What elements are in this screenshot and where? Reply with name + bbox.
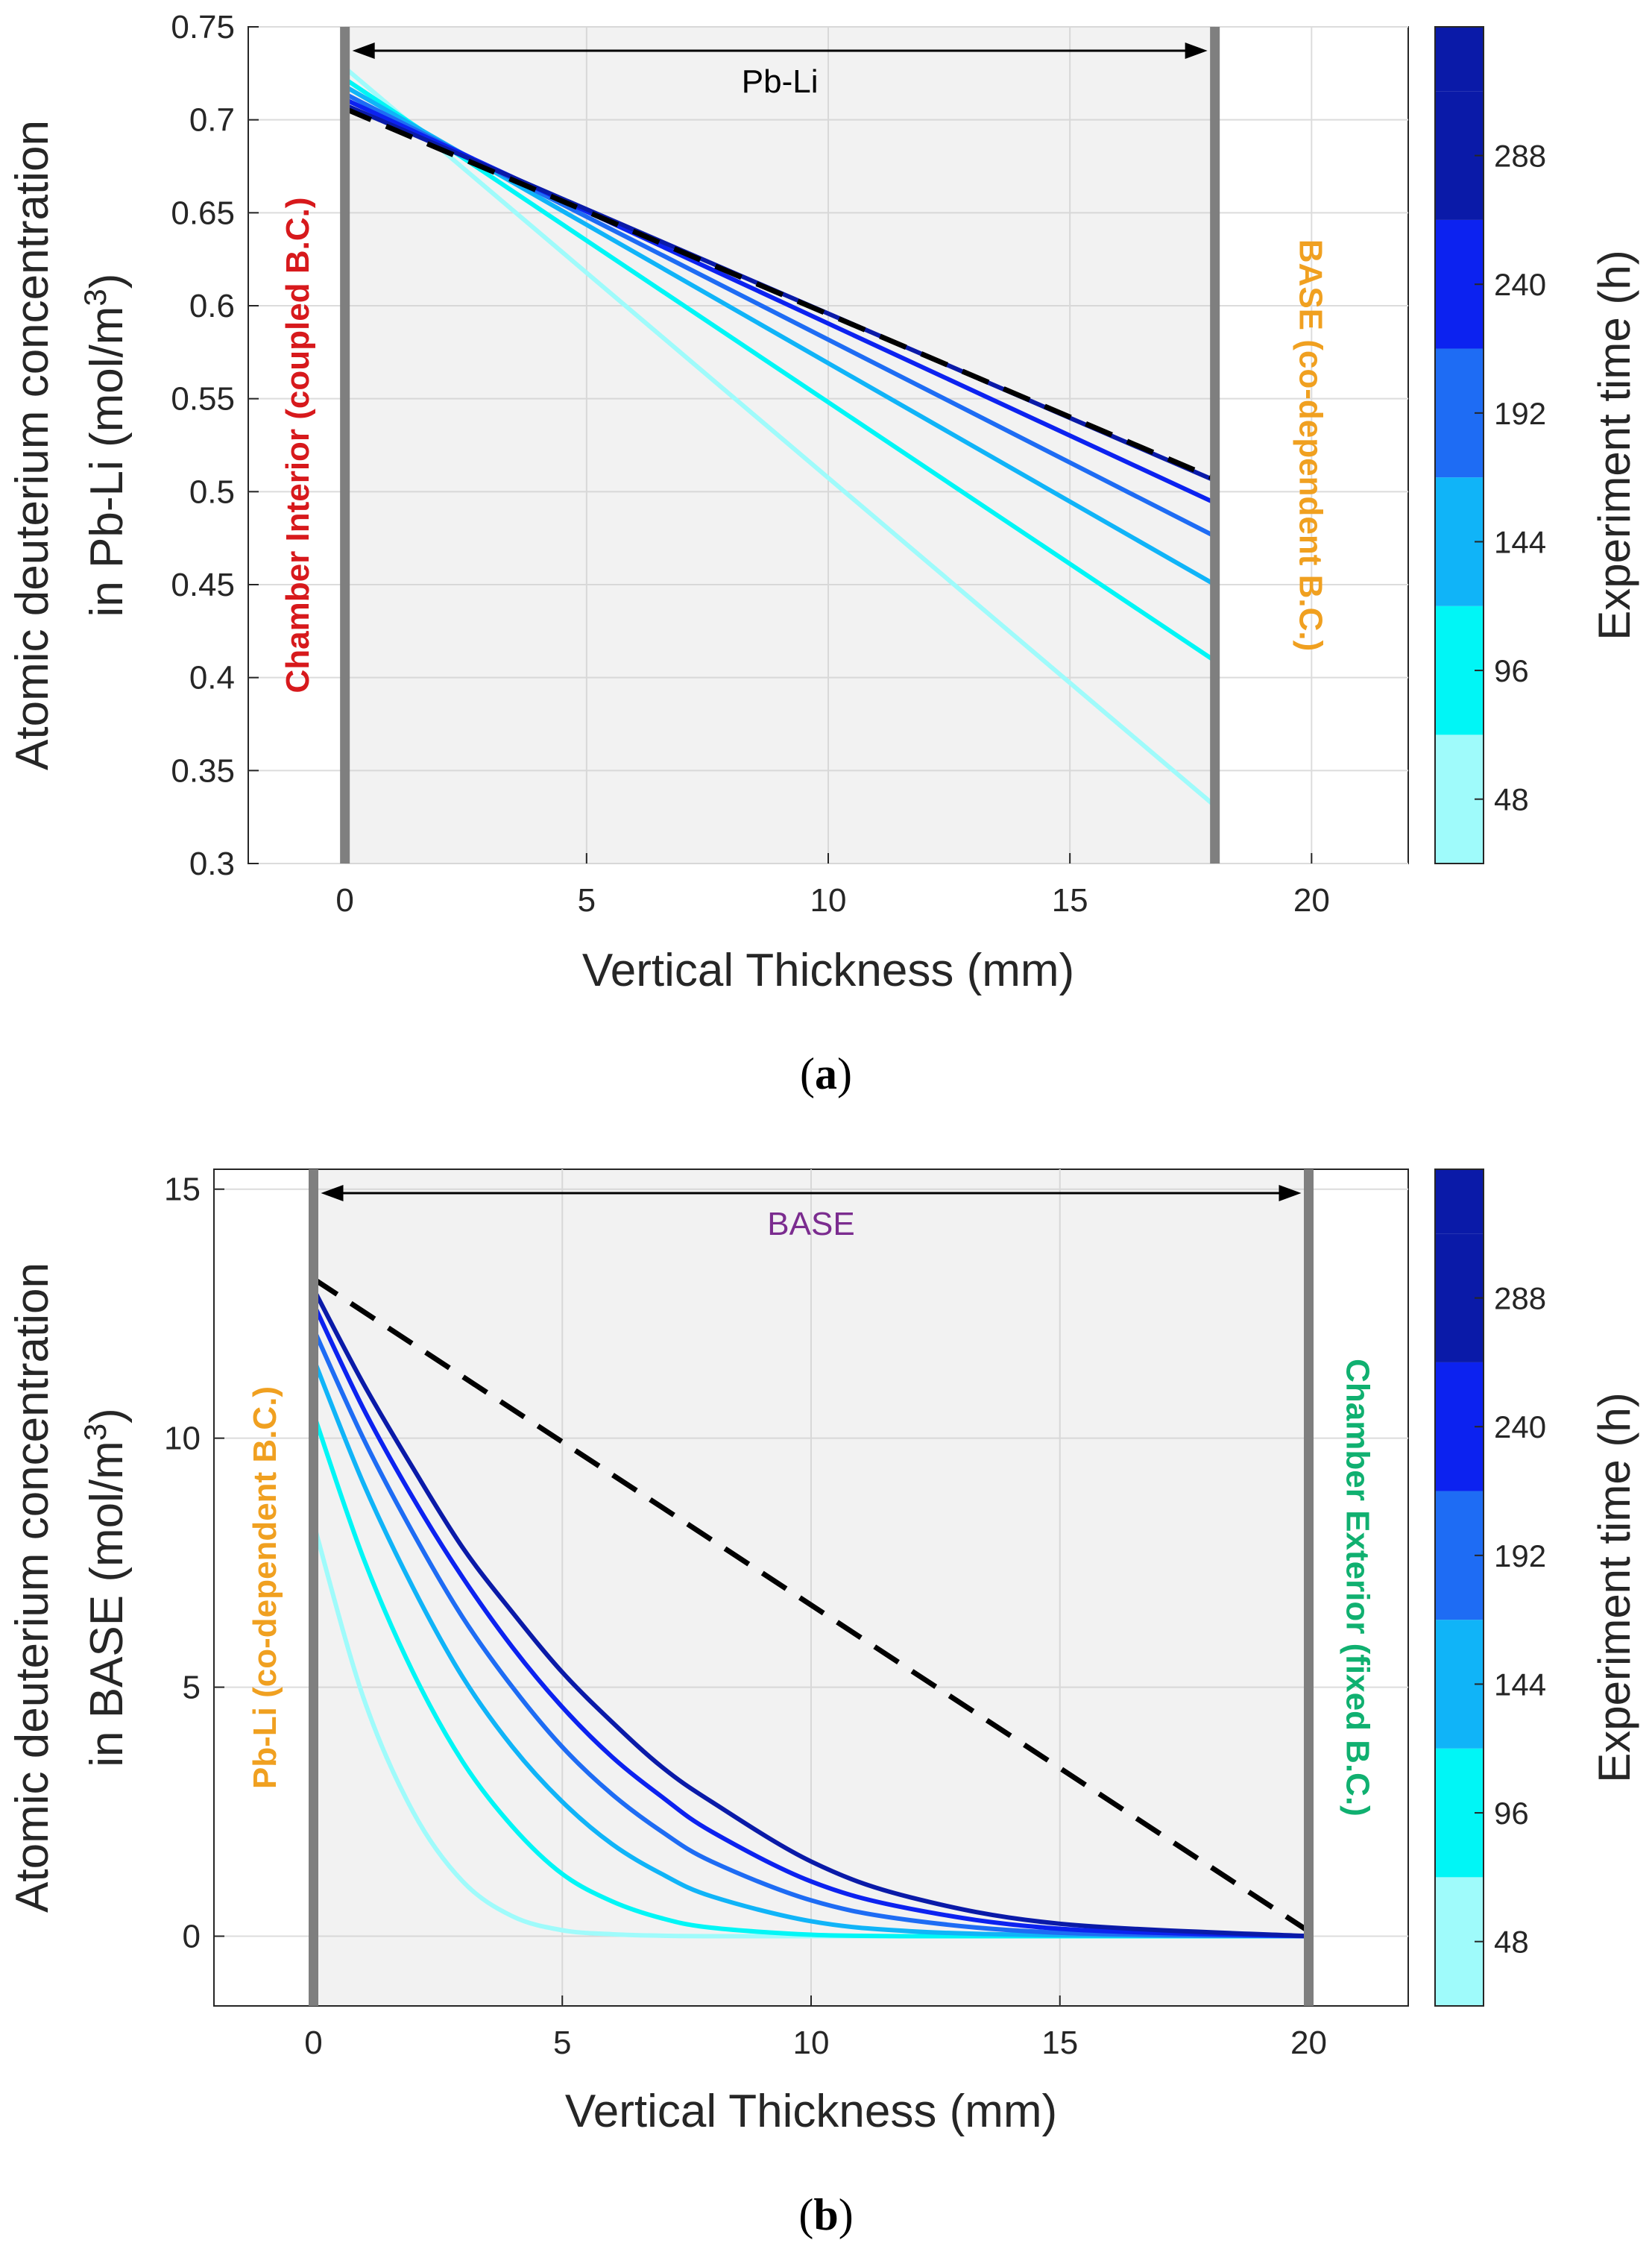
arrow-head-right (1185, 43, 1208, 59)
colorbar-frame (1434, 26, 1484, 864)
arrow-head-left (352, 43, 375, 59)
walls-b (309, 1169, 1314, 2006)
y-tick-label: 0.6 (189, 288, 235, 324)
colorbar-band (1435, 1169, 1484, 1234)
y-tick-label: 0 (183, 1919, 201, 1955)
panel-caption-b: (b) (798, 2190, 853, 2239)
y-tick-label: 0.4 (189, 660, 235, 696)
y-tick-label: 0.35 (171, 752, 235, 789)
left-bc-label-a: Chamber Interior (coupled B.C.) (280, 198, 316, 693)
steady-state-line (344, 106, 1217, 482)
colorbar-tick-label: 240 (1494, 267, 1546, 302)
colorbar-frame (1434, 1169, 1484, 2007)
x-tick-label: 20 (1293, 882, 1330, 919)
domain-shade-a (344, 28, 1215, 863)
x-axis-label-a: Vertical Thickness (mm) (582, 945, 1074, 996)
x-ticks-b: 0 5 10 15 20 (304, 1995, 1327, 2061)
walls-a (340, 27, 1220, 864)
y-tick-label: 0.3 (189, 846, 235, 882)
panel-b: 0 5 10 15 0 5 10 15 20 BASE Pb-Li (co-dependent… (7, 1169, 1639, 2239)
y-tick-label: 15 (164, 1171, 201, 1208)
colorbar-label-a: Experiment time (h) (1589, 250, 1639, 640)
x-tick-label: 10 (810, 882, 847, 919)
y-tick-label: 0.55 (171, 381, 235, 418)
region-label-a: Pb-Li (742, 63, 819, 100)
colorbar-tick-label: 192 (1494, 1538, 1546, 1573)
arrow-head-left (321, 1185, 344, 1201)
right-bc-label-a: BASE (co-dependent B.C.) (1292, 239, 1328, 651)
x-tick-label: 5 (578, 882, 596, 919)
y-ticks-b: 0 5 10 15 (164, 1171, 224, 1955)
steady-state-line (312, 1277, 1311, 1934)
x-tick-label: 10 (793, 2025, 830, 2061)
y-tick-label: 0.65 (171, 195, 235, 231)
colorbar-a: 48 96 144 192 240 288 (1434, 26, 1546, 864)
region-label-b: BASE (767, 1206, 854, 1242)
panel-caption-a: (a) (800, 1049, 852, 1098)
colorbar-tick-label: 48 (1494, 1925, 1529, 1960)
x-tick-label: 0 (304, 2025, 322, 2061)
y-axis-label-a-line1: Atomic deuterium concentration (7, 120, 58, 770)
series-line-288-h (311, 1286, 1311, 1939)
colorbar-label-b: Experiment time (h) (1589, 1392, 1639, 1782)
x-ticks-a: 0 5 10 15 20 (335, 853, 1330, 919)
arrow-head-right (1279, 1185, 1302, 1201)
colorbar-tick-label: 96 (1494, 653, 1529, 688)
y-tick-label: 5 (183, 1670, 201, 1706)
series-line-192-h (311, 1326, 1311, 1939)
right-bc-label-b: Chamber Exterior (fixed B.C.) (1339, 1359, 1375, 1817)
colorbar-tick-label: 48 (1494, 782, 1529, 817)
y-tick-label: 0.75 (171, 9, 235, 45)
region-arrow-a (352, 43, 1208, 59)
colorbar-band (1435, 27, 1484, 92)
series-line-240-h (311, 1301, 1311, 1939)
y-axis-label-a-line2: in Pb-Li (mol/m3) (78, 274, 133, 617)
colorbar-tick-label: 240 (1494, 1409, 1546, 1444)
y-tick-label: 0.5 (189, 474, 235, 510)
region-arrow-b (321, 1185, 1302, 1201)
x-axis-label-b: Vertical Thickness (mm) (565, 2086, 1057, 2137)
colorbar-tick-label: 288 (1494, 139, 1546, 174)
colorbar-tick-label: 192 (1494, 396, 1546, 431)
series-line-48-h (342, 65, 1217, 808)
x-tick-label: 15 (1052, 882, 1088, 919)
series-line-96-h (311, 1411, 1311, 1939)
series-a (342, 65, 1217, 808)
panel-a: 0.3 0.35 0.4 0.45 0.5 0.55 0.6 0.65 0.7 0.75 0 5 10… (7, 9, 1639, 1098)
y-axis-label-b-line2: in BASE (mol/m3) (78, 1408, 133, 1767)
series-line-96-h (342, 76, 1217, 664)
colorbar-tick-label: 288 (1494, 1281, 1546, 1316)
colorbar-tick-label: 144 (1494, 1667, 1546, 1702)
series-line-144-h (311, 1356, 1311, 1939)
x-tick-label: 20 (1290, 2025, 1327, 2061)
colorbar-tick-label: 144 (1494, 524, 1546, 559)
left-bc-label-b: Pb-Li (co-dependent B.C.) (247, 1386, 283, 1789)
x-tick-label: 5 (553, 2025, 571, 2061)
x-tick-label: 0 (335, 882, 353, 919)
y-tick-label: 0.45 (171, 567, 235, 603)
y-tick-label: 10 (164, 1421, 201, 1457)
colorbar-tick-label: 96 (1494, 1796, 1529, 1831)
x-tick-label: 15 (1041, 2025, 1078, 2061)
colorbar-b: 48 96 144 192 240 288 (1434, 1169, 1546, 2007)
y-tick-label: 0.7 (189, 102, 235, 139)
y-ticks-a: 0.3 0.35 0.4 0.45 0.5 0.55 0.6 0.65 0.7 0.75 (171, 9, 259, 882)
series-b (311, 1277, 1311, 1939)
y-axis-label-b-line1: Atomic deuterium concentration (7, 1262, 58, 1913)
